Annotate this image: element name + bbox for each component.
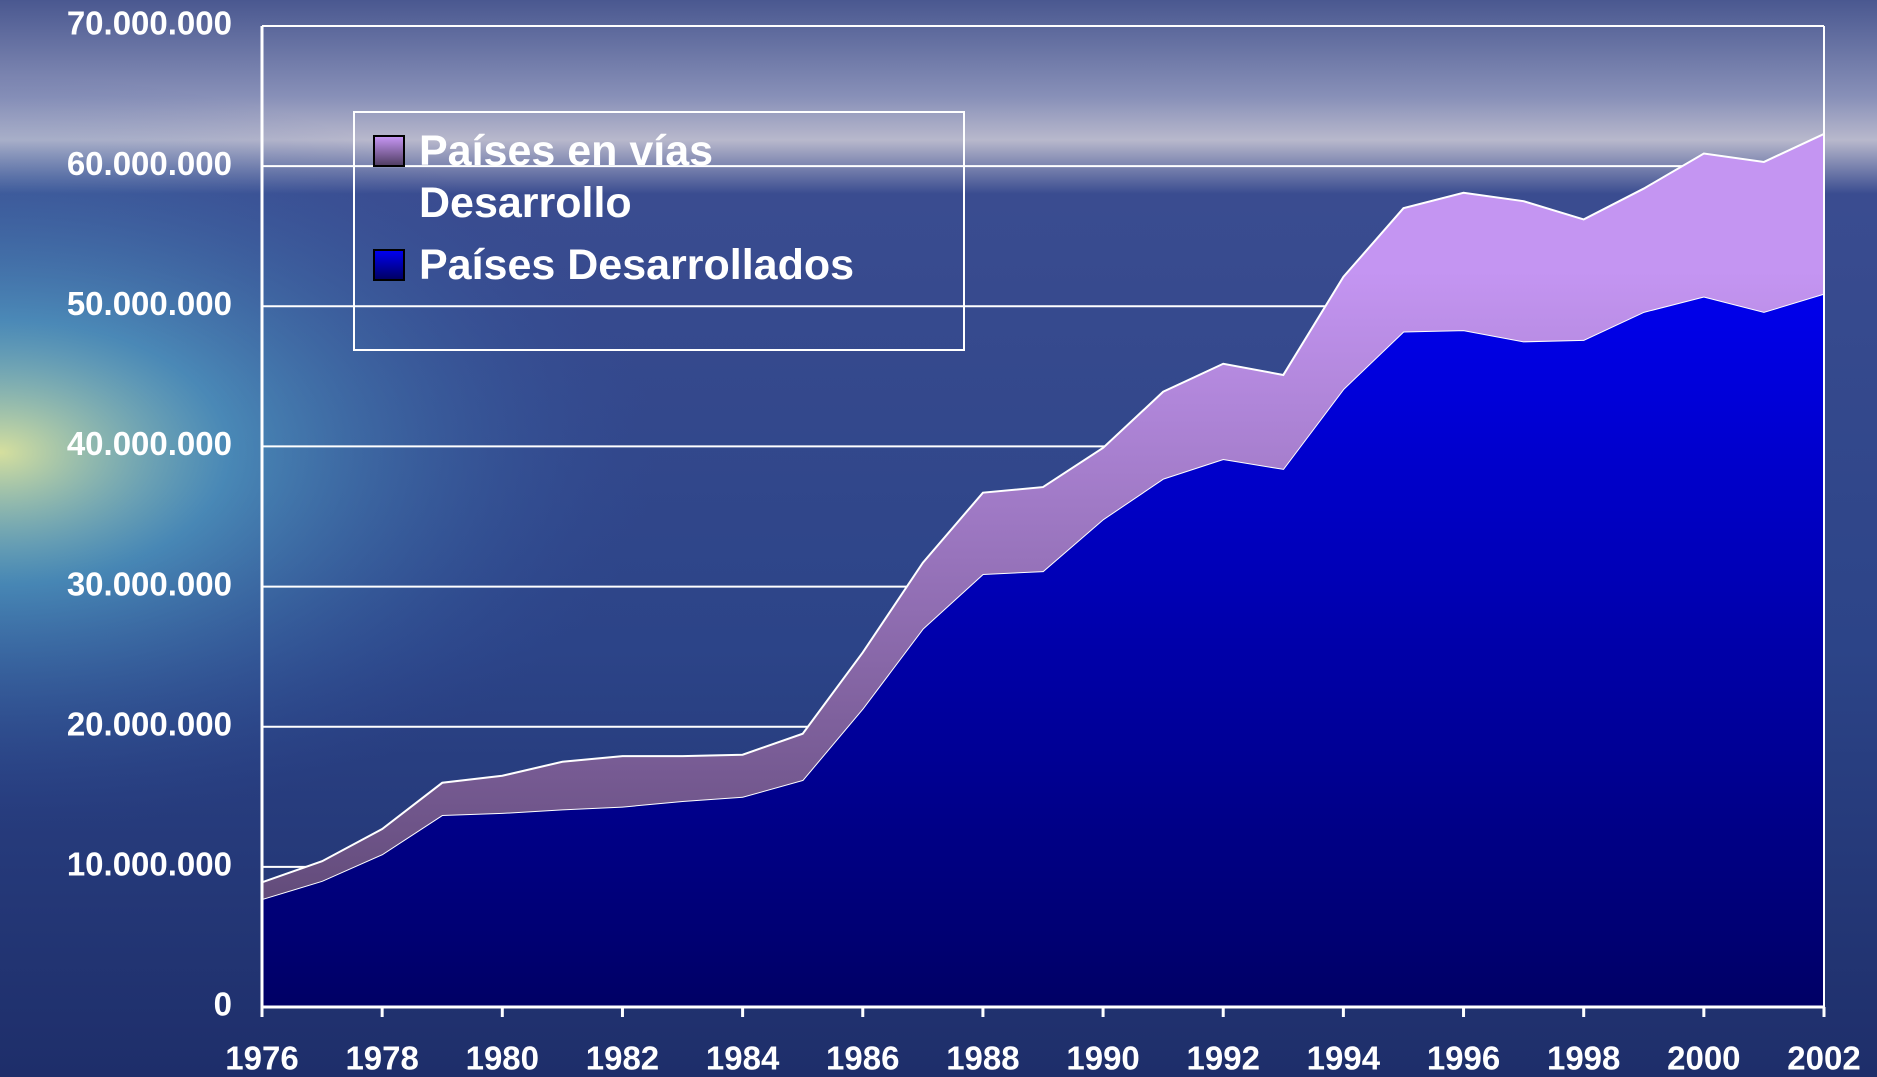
- chart-container: 0 10.000.000 20.000.000 30.000.000 40.000.00…: [0, 0, 1877, 1077]
- x-tick-label: 1976: [225, 1040, 298, 1077]
- y-tick-label: 40.000.000: [67, 425, 232, 462]
- x-tick-label: 2002: [1787, 1040, 1860, 1077]
- y-tick-label: 70.000.000: [67, 5, 232, 42]
- legend-swatch: [373, 135, 405, 167]
- y-tick-label: 30.000.000: [67, 565, 232, 602]
- y-tick-label: 0: [214, 986, 232, 1023]
- x-tick-label: 1982: [586, 1040, 659, 1077]
- legend-swatch: [373, 249, 405, 281]
- legend-label: Países en vías Desarrollo: [419, 125, 749, 229]
- x-tick-label: 1996: [1427, 1040, 1500, 1077]
- x-tick-label: 1980: [466, 1040, 539, 1077]
- legend-label: Países Desarrollados: [419, 239, 854, 291]
- x-tick-label: 1978: [345, 1040, 418, 1077]
- legend: Países en vías Desarrollo Países Desarrol…: [353, 111, 965, 351]
- y-tick-label: 20.000.000: [67, 705, 232, 742]
- x-tick-label: 1984: [706, 1040, 780, 1077]
- y-tick-label: 10.000.000: [67, 846, 232, 883]
- legend-entry: Países en vías Desarrollo: [373, 125, 953, 229]
- x-tick-label: 1986: [826, 1040, 899, 1077]
- x-tick-label: 1990: [1066, 1040, 1139, 1077]
- x-tick-label: 1992: [1187, 1040, 1260, 1077]
- x-tick-label: 1998: [1547, 1040, 1620, 1077]
- page: 0 10.000.000 20.000.000 30.000.000 40.000.00…: [0, 0, 1877, 1077]
- x-tick-label: 2000: [1667, 1040, 1740, 1077]
- y-tick-label: 60.000.000: [67, 145, 232, 182]
- y-tick-label: 50.000.000: [67, 285, 232, 322]
- x-tick-label: 1994: [1307, 1040, 1381, 1077]
- x-tick-label: 1988: [946, 1040, 1019, 1077]
- legend-entry: Países Desarrollados: [373, 239, 953, 291]
